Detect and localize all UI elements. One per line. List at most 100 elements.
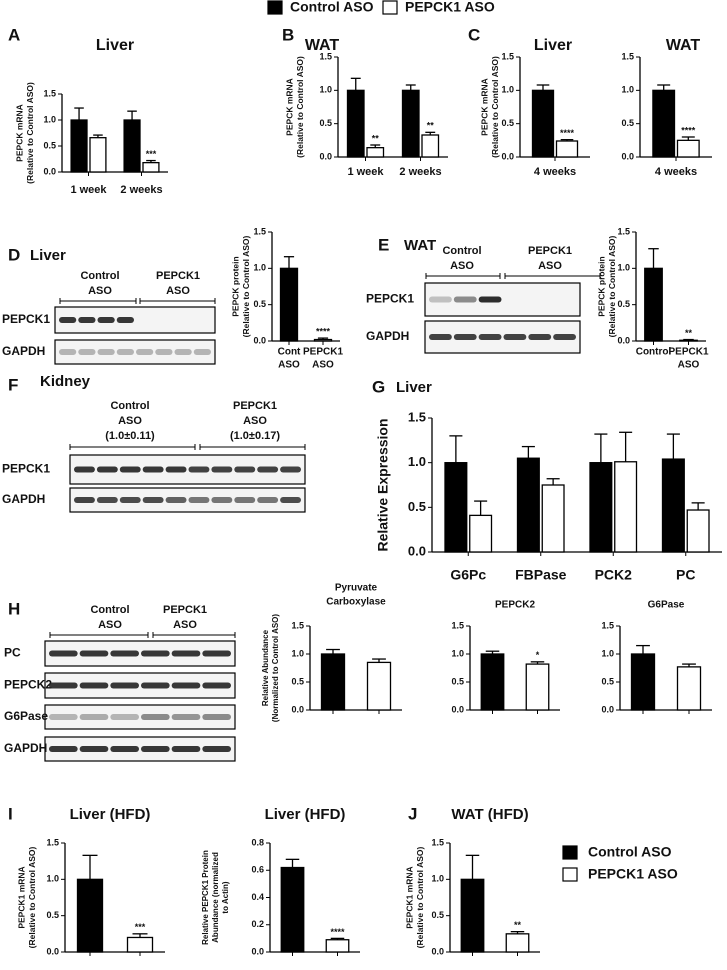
y-tick-label: 0.0 <box>319 151 332 161</box>
band <box>174 349 192 355</box>
y-tick-label: 1.0 <box>291 648 304 658</box>
bar <box>679 339 698 342</box>
y-axis-label: (Relative to Control ASO) <box>27 846 37 948</box>
y-tick-label: 0.0 <box>621 151 634 161</box>
bar <box>444 462 468 553</box>
x-tick-label: FBPase <box>515 567 567 583</box>
chart-title: WAT <box>305 37 340 54</box>
y-axis-label: to Actin) <box>221 881 230 913</box>
bar <box>555 140 579 158</box>
group-label: Control <box>80 270 119 282</box>
band <box>528 334 552 340</box>
bar <box>516 457 540 553</box>
band <box>171 682 201 689</box>
bar <box>142 161 160 173</box>
band <box>74 497 95 503</box>
y-axis-label: PEPCK mRNA <box>479 78 489 136</box>
band <box>79 650 109 657</box>
chart-title: G6Pase <box>648 600 685 611</box>
panel-letter: E <box>378 235 389 254</box>
bar <box>421 134 440 158</box>
bar <box>401 89 420 158</box>
band <box>211 466 233 473</box>
bar <box>123 119 141 173</box>
band <box>59 317 77 323</box>
band <box>257 497 279 503</box>
y-axis-label: Relative PEPCK1 Protein <box>201 850 210 945</box>
x-tick-label: PEPCK1 <box>303 347 343 358</box>
row-label: PC <box>4 646 21 660</box>
chart-title: Liver <box>96 37 134 54</box>
legend-swatch <box>267 0 283 15</box>
x-tick-label: 2 weeks <box>120 184 162 196</box>
chart-title: Liver <box>534 37 572 54</box>
y-tick-label: 1.5 <box>601 620 614 630</box>
chart-title: PEPCK2 <box>495 600 535 611</box>
band <box>171 714 201 720</box>
chart-title: Carboxylase <box>326 597 386 608</box>
significance: ** <box>514 920 522 930</box>
y-tick-label: 0.0 <box>46 946 59 956</box>
band <box>49 682 78 689</box>
y-tick-label: 1.5 <box>451 620 464 630</box>
band <box>478 296 502 303</box>
y-tick-label: 0.5 <box>319 118 332 128</box>
band <box>110 746 139 752</box>
y-tick-label: 1.5 <box>253 226 266 236</box>
band <box>453 296 477 303</box>
panel-letter: B <box>282 25 294 44</box>
y-tick-label: 0.0 <box>431 946 444 956</box>
group-label: ASO <box>173 619 197 631</box>
y-tick-label: 0.6 <box>251 865 264 875</box>
x-tick-label: PEPCK1 <box>668 347 708 358</box>
y-axis-label: Relative Abundance <box>261 629 270 706</box>
bar <box>686 509 710 553</box>
band <box>96 497 118 503</box>
band <box>110 682 139 689</box>
y-axis-label: PEPCK1 mRNA <box>16 866 26 928</box>
y-axis-label: PEPCK mRNA <box>284 78 294 136</box>
significance: *** <box>146 149 157 159</box>
band <box>165 497 187 503</box>
y-tick-label: 0.5 <box>46 910 59 920</box>
x-tick-label: 1 week <box>347 166 384 178</box>
group-label: (1.0±0.17) <box>230 430 280 442</box>
blot-title: Kidney <box>40 373 91 390</box>
group-label: ASO <box>243 415 267 427</box>
band <box>110 714 139 720</box>
group-label: ASO <box>88 285 112 297</box>
y-axis-label: Abundance (normalized <box>211 852 220 943</box>
y-tick-label: 0.0 <box>251 946 264 956</box>
group-label: PEPCK1 <box>163 604 207 616</box>
y-tick-label: 0.2 <box>251 919 264 929</box>
y-tick-label: 1.0 <box>408 454 426 469</box>
y-tick-label: 0.0 <box>601 704 614 714</box>
row-label: GAPDH <box>2 344 45 358</box>
blot-box <box>424 282 581 317</box>
legend-label: PEPCK1 ASO <box>588 866 678 882</box>
band <box>202 650 231 657</box>
bar <box>505 933 530 953</box>
band <box>429 296 452 303</box>
y-tick-label: 1.5 <box>617 226 630 236</box>
bar <box>589 462 613 553</box>
y-tick-label: 0.5 <box>43 140 56 150</box>
panel-letter: G <box>372 377 385 396</box>
group-label: (1.0±0.11) <box>105 430 155 442</box>
panel-letter: H <box>8 599 20 618</box>
band <box>142 497 164 503</box>
significance: ** <box>372 133 380 143</box>
y-axis-label: (Relative to Control ASO) <box>241 235 251 337</box>
bar <box>89 137 107 173</box>
group-label: Control <box>110 400 149 412</box>
y-tick-label: 0.5 <box>408 499 426 514</box>
row-label: PEPCK1 <box>2 462 50 476</box>
y-axis-label: PEPCK mRNA <box>14 104 24 162</box>
significance: **** <box>560 128 575 138</box>
y-tick-label: 1.0 <box>451 648 464 658</box>
band <box>78 317 96 323</box>
x-tick-label: 2 weeks <box>399 166 441 178</box>
band <box>234 466 256 473</box>
bar <box>630 653 656 711</box>
x-tick-label: ASO <box>278 360 300 371</box>
